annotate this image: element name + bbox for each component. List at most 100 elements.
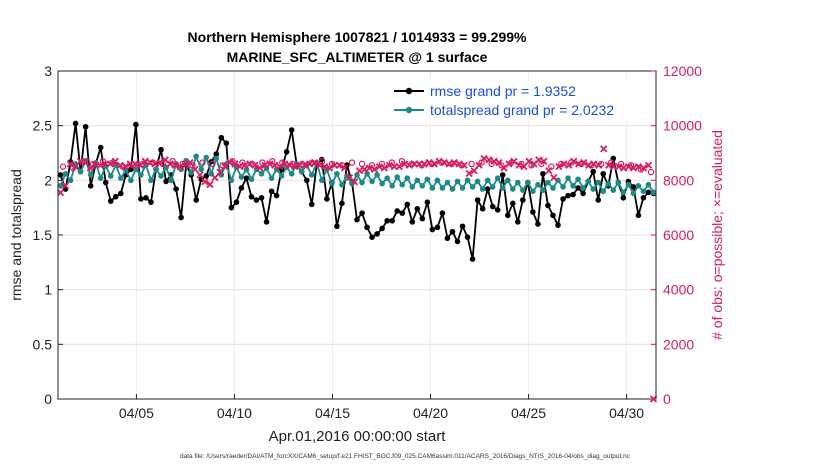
series-point-1 [359,179,365,186]
evaluated-point [350,178,359,186]
series-point-0 [334,223,340,230]
evaluated-point [141,157,149,165]
series-point-1 [530,188,536,195]
series-point-0 [434,224,441,231]
series-point-0 [439,210,446,216]
series-point-1 [384,175,390,181]
series-point-1 [67,177,74,184]
y-axis-left-label: rmse and totalspread [8,169,24,301]
series-point-0 [107,198,114,204]
series-layer [56,120,658,403]
series-point-0 [102,179,109,186]
series-point-0 [258,195,265,201]
possible-point [209,160,216,168]
series-point-1 [424,176,431,183]
y-axis-right-label: # of obs: o=possible; ×=evaluated [709,130,725,340]
series-point-1 [288,170,295,177]
y-left-tick-label: 2 [44,172,52,188]
evaluated-point [181,161,189,169]
series-point-0 [364,224,370,231]
legend-box [387,78,654,122]
series-point-0 [409,219,416,225]
series-point-1 [319,177,325,184]
evaluated-point [286,161,294,169]
evaluated-point [370,165,379,174]
evaluated-point [555,163,563,171]
series-point-1 [615,179,622,186]
evaluated-point [385,161,394,169]
series-point-0 [504,212,511,219]
series-point-1 [268,175,275,181]
y-right-tick-label: 10000 [663,118,702,134]
series-point-1 [77,168,84,175]
series-point-1 [630,190,637,197]
series-point-1 [404,175,411,181]
evaluated-point [405,161,413,169]
evaluated-point [301,161,309,169]
series-point-0 [454,238,461,245]
possible-point [348,159,356,166]
series-point-0 [630,184,637,190]
series-point-0 [57,172,64,178]
series-point-1 [203,154,210,161]
evaluated-point [515,161,523,169]
series-point-0 [429,226,436,233]
series-point-0 [580,190,586,197]
series-point-0 [118,190,124,197]
series-point-1 [645,181,652,188]
series-point-0 [228,204,235,211]
x-tick-label: 04/05 [119,405,154,421]
evaluated-point [400,160,408,168]
series-point-0 [424,199,431,205]
series-point-1 [394,174,401,180]
series-point-1 [107,173,114,179]
y-right-tick-label: 8000 [663,172,694,188]
evaluated-point [325,164,334,172]
series-point-1 [193,153,199,160]
evaluated-point [106,160,114,168]
evaluated-point [395,163,403,171]
evaluated-point [71,163,80,171]
series-point-0 [112,193,119,200]
series-point-1 [650,189,657,196]
series-point-1 [399,181,406,188]
possible-point [59,163,67,170]
series-point-0 [555,222,561,228]
series-point-1 [504,177,511,184]
series-point-1 [449,186,456,192]
evaluated-point [485,156,493,164]
series-point-0 [469,256,476,262]
x-tick-label: 04/20 [413,405,448,421]
evaluated-point [634,163,643,171]
series-point-1 [499,185,506,191]
series-point-1 [469,184,476,190]
series-point-0 [319,156,325,163]
series-point-0 [645,189,652,196]
possible-point [498,162,505,169]
series-point-1 [635,183,642,189]
evaluated-point [580,158,588,167]
evaluated-point [211,173,219,182]
evaluated-point [639,164,648,172]
evaluated-point [440,158,448,167]
evaluated-point [480,154,488,163]
series-point-1 [555,177,561,184]
series-point-1 [515,179,521,186]
series-point-0 [203,173,210,179]
evaluated-point [560,160,568,168]
x-tick-label: 04/10 [217,405,252,421]
series-point-1 [429,185,436,191]
evaluated-point [360,165,369,174]
evaluated-point [231,160,239,168]
series-point-0 [414,205,421,212]
series-point-1 [560,184,566,190]
evaluated-point [340,164,349,172]
evaluated-point [540,157,548,165]
series-point-0 [449,228,456,235]
series-point-0 [379,225,385,232]
evaluated-point [355,167,364,175]
series-point-0 [369,234,375,240]
y-left-tick-label: 1.5 [33,227,53,243]
series-point-0 [133,121,139,128]
series-point-0 [509,200,516,207]
